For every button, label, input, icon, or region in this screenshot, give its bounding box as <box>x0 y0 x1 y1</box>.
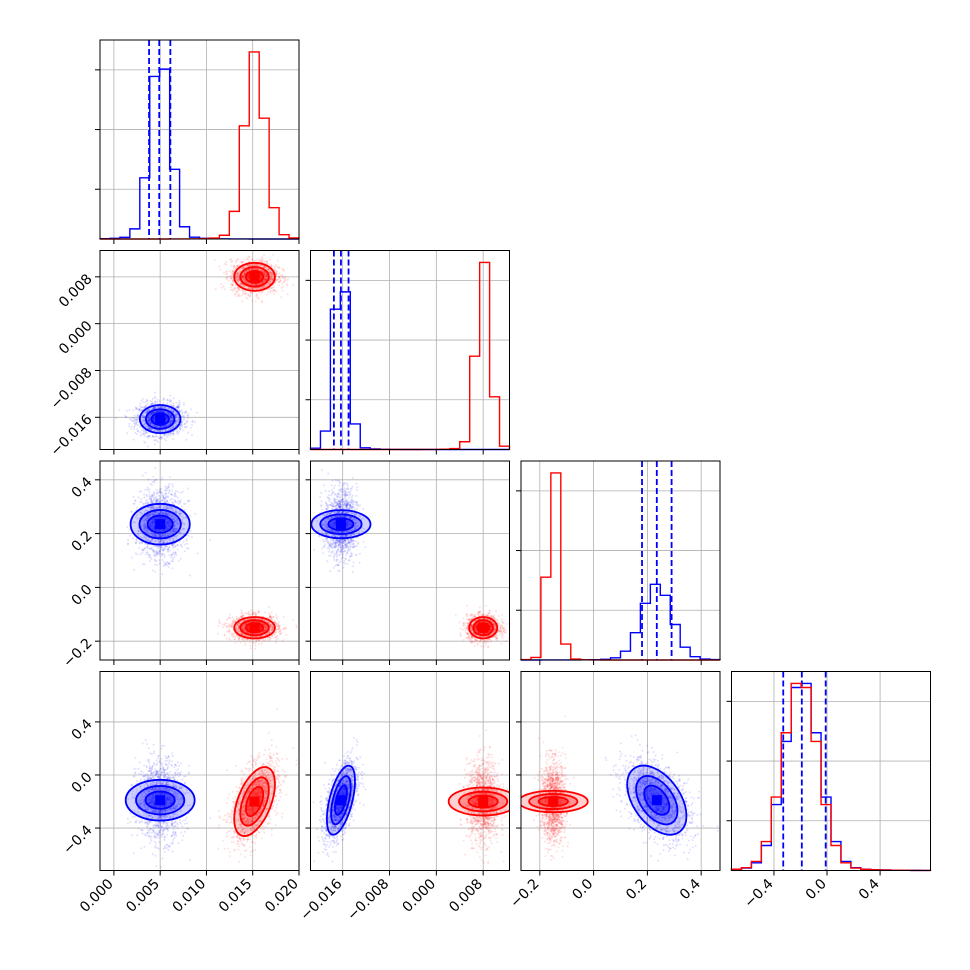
x-tick-label: −0.4 <box>741 876 776 911</box>
panel-frame-3-3 <box>731 671 931 871</box>
panel-grid-2-2 <box>539 461 702 665</box>
density-peak-blue <box>155 414 166 425</box>
x-tick-label: 0.008 <box>446 876 486 916</box>
histogram-blue-2 <box>520 583 721 661</box>
panel-2d-1-0 <box>115 253 295 448</box>
panel-frame-2-2 <box>520 460 721 661</box>
x-tick-label: 0.4 <box>856 876 883 903</box>
histogram-red-2 <box>520 472 720 661</box>
y-tick-label: 0.4 <box>69 474 96 501</box>
panel-grid-0-0 <box>113 40 300 244</box>
histogram-red-3 <box>730 682 932 872</box>
x-tick-label: 0.010 <box>170 876 210 916</box>
panel-grid-2-0 <box>95 461 300 665</box>
x-tick-label: 0.000 <box>400 876 440 916</box>
x-tick-label: 0.0 <box>569 876 596 903</box>
x-tick-label: −0.016 <box>298 876 346 924</box>
panel-2d-3-1 <box>312 729 510 865</box>
panel-grid-3-1 <box>305 671 510 876</box>
y-tick-label: 0.008 <box>56 271 96 311</box>
panel-frame-3-1 <box>310 671 510 871</box>
y-tick-label: 0.2 <box>69 528 96 555</box>
y-tick-label: 0.0 <box>69 582 96 609</box>
panel-frame-1-1 <box>310 250 510 450</box>
scatter-red <box>533 715 575 861</box>
x-tick-label: −0.008 <box>344 876 392 924</box>
panel-frame-2-1 <box>310 460 510 661</box>
panel-grid-3-2 <box>516 671 720 876</box>
x-tick-label: 0.015 <box>216 876 256 916</box>
panel-grid-3-3 <box>773 671 881 876</box>
y-tick-label: −0.008 <box>48 365 96 413</box>
density-peak-blue <box>335 795 346 806</box>
density-peak-blue <box>155 519 166 530</box>
y-tick-label: −0.2 <box>60 636 95 671</box>
x-tick-label: 0.2 <box>623 876 650 903</box>
density-peak-red <box>478 622 489 633</box>
x-tick-label: −0.2 <box>507 876 542 911</box>
y-tick-label: −0.4 <box>60 822 95 857</box>
density-peak-red <box>478 796 489 807</box>
density-peak-blue <box>155 795 166 806</box>
density-peak-red <box>249 622 260 633</box>
density-peak-blue <box>335 519 346 530</box>
x-tick-label: 0.0 <box>803 876 830 903</box>
density-peak-red <box>249 271 260 282</box>
density-peak-red <box>548 796 559 807</box>
x-tick-label: 0.005 <box>123 876 163 916</box>
density-peak-blue <box>651 795 662 806</box>
y-tick-label: −0.016 <box>48 412 96 460</box>
panel-2d-3-2 <box>521 715 719 862</box>
panel-2d-3-0 <box>124 708 298 869</box>
density-peak-red <box>249 796 260 807</box>
panel-2d-2-0 <box>126 467 298 650</box>
panel-frame-3-0 <box>99 671 300 871</box>
y-tick-label: 0.4 <box>69 716 96 743</box>
panel-grid-1-1 <box>342 250 484 455</box>
panel-2d-2-1 <box>310 468 510 648</box>
panel-frame-0-0 <box>99 39 300 240</box>
histogram-red-0 <box>100 51 300 240</box>
x-tick-label: 0.020 <box>262 876 302 916</box>
panel-frame-2-0 <box>99 460 300 661</box>
y-tick-label: 0.0 <box>69 769 96 796</box>
x-tick-label: 0.4 <box>677 876 704 903</box>
panel-frame-3-2 <box>520 671 721 871</box>
y-tick-label: 0.000 <box>56 318 96 358</box>
panel-frame-1-0 <box>99 250 300 450</box>
x-tick-label: 0.000 <box>77 876 117 916</box>
